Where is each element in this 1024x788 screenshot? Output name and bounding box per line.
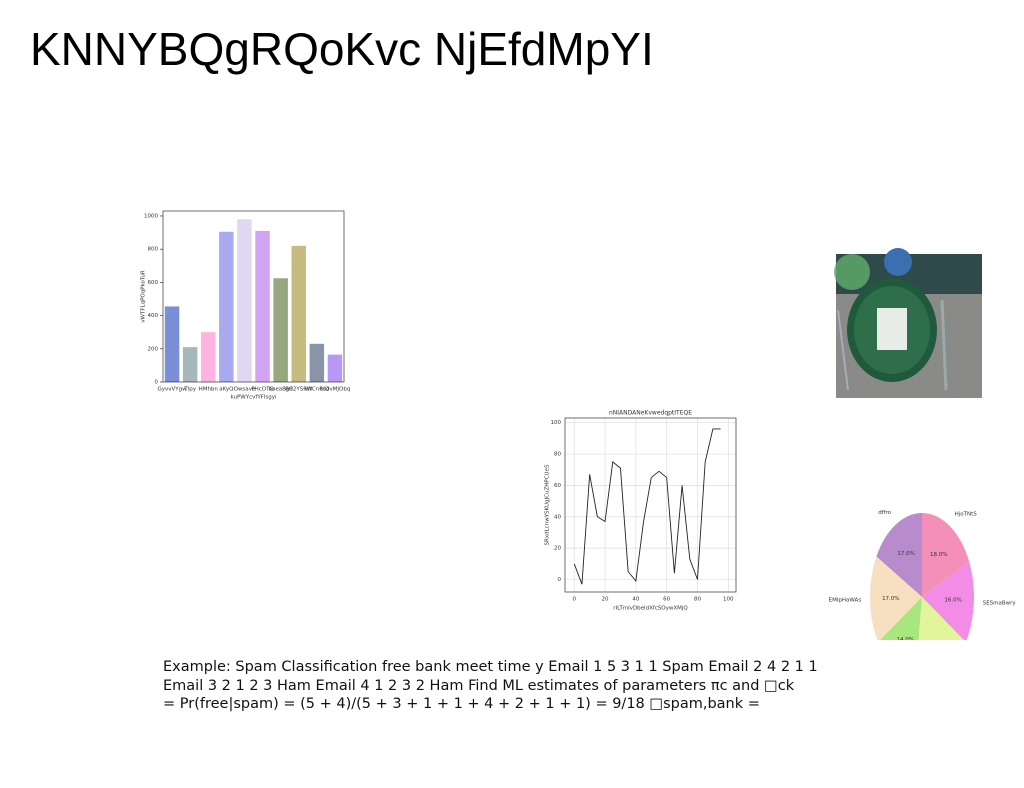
photo	[834, 248, 982, 398]
x-tick-label: idtCnRlQ	[305, 387, 330, 393]
pie-slice	[922, 561, 974, 640]
y-tick-label: 100	[551, 420, 562, 426]
y-tick-label: 400	[148, 313, 159, 319]
slice-label: EMlpHaWAs	[829, 598, 862, 604]
y-tick-label: 20	[554, 546, 561, 552]
x-tick-label: 20	[602, 597, 609, 603]
y-tick-label: 600	[148, 280, 159, 286]
x-tick-label: aKyQ	[219, 387, 234, 393]
body-text: Example: Spam Classification free bank m…	[163, 658, 818, 714]
bar	[219, 231, 234, 382]
slice-label: dffro	[878, 510, 891, 516]
y-tick-label: 60	[554, 483, 561, 489]
y-tick-label: 0	[558, 577, 562, 583]
slice-value: 16.0%	[944, 598, 961, 604]
pie-slice	[880, 597, 922, 640]
bar	[273, 278, 288, 382]
pie-slice	[918, 597, 964, 640]
pie-slice	[922, 513, 970, 597]
x-axis-label: rILTmlvDbeldXfcSOywXMjQ	[613, 606, 688, 612]
x-tick-label: bsdvMJObq	[320, 387, 351, 393]
text-line: Example: Spam Classification free bank m…	[163, 659, 818, 675]
line-series	[573, 428, 721, 585]
x-tick-label: baeaBgd	[268, 387, 292, 393]
bar	[237, 219, 252, 382]
pie-slice	[870, 556, 922, 640]
x-axis-label: kuPWYcvfYFlsgyi	[230, 395, 276, 401]
pie-slice	[876, 513, 922, 597]
y-axis-label: vWTFLqPOqPkoTuR	[141, 270, 147, 323]
y-tick-label: 40	[554, 514, 561, 520]
x-tick-label: PHcOTG	[251, 387, 273, 393]
slide-title: KNNYBQgRQoKvc NjEfdMpYI	[30, 23, 654, 75]
slice-label: HjoTNtS	[955, 512, 978, 518]
bar	[291, 245, 306, 382]
x-tick-label: 0	[572, 597, 576, 603]
plot-frame	[564, 417, 737, 593]
bar	[255, 230, 270, 382]
y-tick-label: 200	[148, 346, 159, 352]
plot-frame	[162, 210, 345, 383]
x-tick-label: GyvvVYgw	[157, 387, 187, 393]
slice-label: SESmaBwry	[983, 601, 1017, 607]
x-tick-label: 80	[694, 597, 701, 603]
x-tick-label: 8G2YSRW	[285, 387, 313, 393]
plot-area	[565, 418, 736, 592]
y-tick-label: 80	[554, 452, 561, 458]
bar	[182, 347, 198, 382]
bar	[327, 354, 343, 382]
x-tick-label: Owsave	[234, 387, 256, 393]
x-tick-label: 60	[663, 597, 670, 603]
y-tick-label: 1000	[144, 213, 158, 219]
x-tick-label: 100	[723, 597, 734, 603]
bar	[164, 306, 180, 382]
x-tick-label: Tlpy	[183, 387, 196, 393]
slice-value: 14.0%	[897, 637, 914, 640]
y-axis-label: SRxdLcnwYSKUgJCuZHPCUeS	[545, 464, 551, 545]
text-line: = Pr(free|spam) = (5 + 4)/(5 + 3 + 1 + 1…	[163, 696, 760, 712]
chart-title: nNIANDANeKvwedqptITEQE	[609, 410, 692, 417]
slice-value: 17.0%	[882, 596, 899, 602]
x-tick-label: 40	[632, 597, 639, 603]
y-tick-label: 800	[148, 247, 159, 253]
slice-value: 18.0%	[930, 552, 947, 558]
slice-value: 17.0%	[897, 551, 914, 557]
bar	[309, 343, 325, 382]
x-tick-label: HMhbn	[199, 387, 219, 393]
text-line: Email 3 2 1 2 3 Ham Email 4 1 2 3 2 Ham …	[163, 677, 795, 694]
y-tick-label: 0	[155, 380, 159, 386]
bar	[201, 332, 216, 382]
